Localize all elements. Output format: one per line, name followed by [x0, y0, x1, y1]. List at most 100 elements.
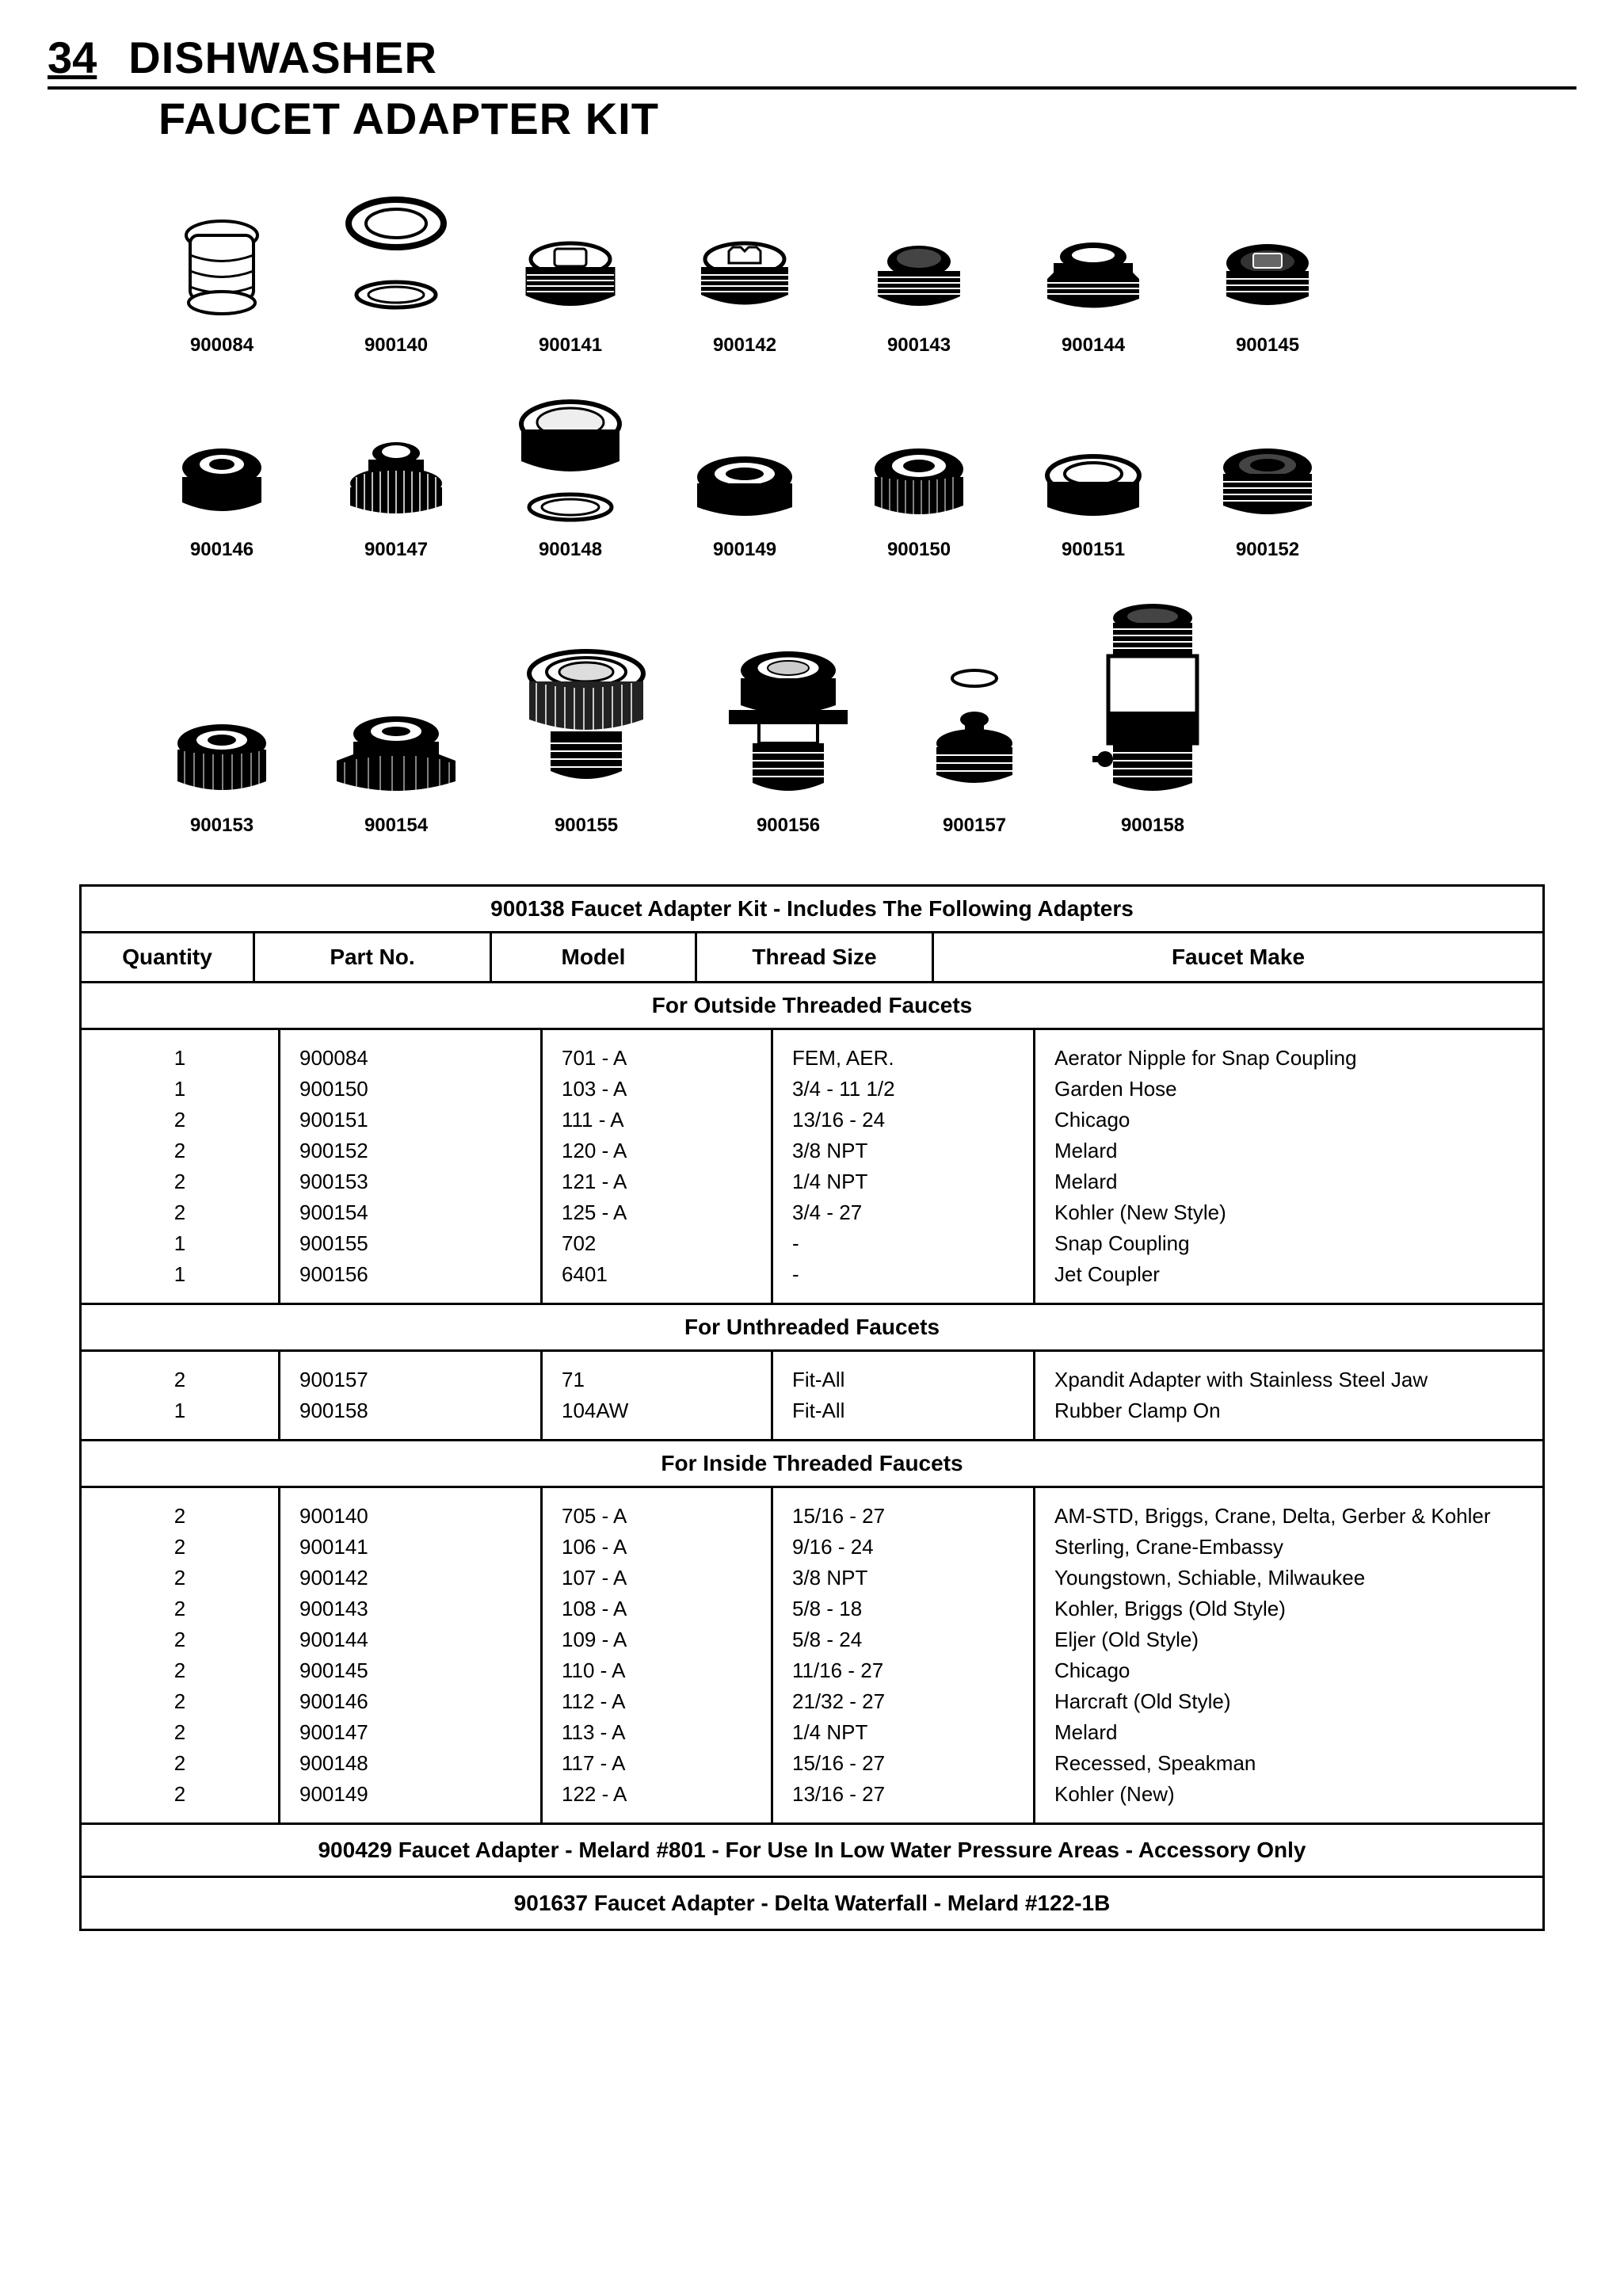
col-header-make: Faucet Make [934, 933, 1542, 981]
cell-make: Kohler (New Style) [1054, 1197, 1523, 1228]
parts-row: 900153 900154 [158, 601, 1497, 837]
part-900152: 900152 [1204, 444, 1331, 561]
part-900143: 900143 [856, 239, 982, 357]
part-label: 900147 [364, 539, 428, 561]
cell-qty: 2 [101, 1135, 259, 1166]
cell-make: Garden Hose [1054, 1074, 1523, 1105]
col-model: 705 - A106 - A107 - A108 - A109 - A110 -… [543, 1488, 773, 1822]
part-icon [174, 216, 269, 326]
cell-qty: 2 [101, 1364, 259, 1395]
cell-thread: 5/8 - 24 [792, 1624, 1014, 1655]
part-icon [685, 452, 804, 531]
part-label: 900156 [757, 815, 820, 837]
cell-make: Rubber Clamp On [1054, 1395, 1523, 1426]
col-header-model: Model [492, 933, 697, 981]
footer-note: 900429 Faucet Adapter - Melard #801 - Fo… [82, 1825, 1542, 1878]
cell-part: 900140 [299, 1501, 521, 1532]
part-label: 900155 [555, 815, 618, 837]
cell-make: Recessed, Speakman [1054, 1748, 1523, 1779]
cell-thread: Fit-All [792, 1364, 1014, 1395]
cell-model: 71 [562, 1364, 752, 1395]
part-900141: 900141 [507, 239, 634, 357]
col-header-thread: Thread Size [697, 933, 934, 981]
col-thread: 15/16 - 279/16 - 243/8 NPT5/8 - 185/8 - … [773, 1488, 1035, 1822]
cell-part: 900154 [299, 1197, 521, 1228]
cell-thread: FEM, AER. [792, 1043, 1014, 1074]
part-icon [337, 436, 456, 531]
cell-part: 900143 [299, 1593, 521, 1624]
col-partno: 9000849001509001519001529001539001549001… [280, 1030, 543, 1303]
cell-qty: 1 [101, 1259, 259, 1290]
cell-thread: 15/16 - 27 [792, 1748, 1014, 1779]
cell-qty: 2 [101, 1563, 259, 1593]
part-icon [1038, 239, 1149, 326]
col-partno: 9001409001419001429001439001449001459001… [280, 1488, 543, 1822]
part-900145: 900145 [1204, 239, 1331, 357]
part-900148: 900148 [507, 396, 634, 561]
cell-thread: - [792, 1259, 1014, 1290]
col-header-partno: Part No. [255, 933, 492, 981]
parts-row: 900084 900140 900141 [158, 192, 1497, 357]
part-900150: 900150 [856, 444, 982, 561]
cell-make: Eljer (Old Style) [1054, 1624, 1523, 1655]
cell-qty: 2 [101, 1779, 259, 1810]
cell-qty: 2 [101, 1501, 259, 1532]
cell-make: Melard [1054, 1135, 1523, 1166]
cell-thread: 5/8 - 18 [792, 1593, 1014, 1624]
page-number: 34 [48, 32, 97, 83]
cell-qty: 1 [101, 1074, 259, 1105]
cell-model: 122 - A [562, 1779, 752, 1810]
cell-qty: 2 [101, 1593, 259, 1624]
cell-thread: 3/8 NPT [792, 1563, 1014, 1593]
cell-thread: 3/4 - 11 1/2 [792, 1074, 1014, 1105]
cell-part: 900152 [299, 1135, 521, 1166]
table-header-row: Quantity Part No. Model Thread Size Fauc… [82, 933, 1542, 983]
part-icon [329, 712, 463, 807]
cell-part: 900150 [299, 1074, 521, 1105]
part-icon [1034, 452, 1153, 531]
col-quantity: 21 [82, 1352, 280, 1439]
part-icon [1212, 239, 1323, 326]
cell-part: 900149 [299, 1779, 521, 1810]
cell-part: 900147 [299, 1717, 521, 1748]
cell-thread: 13/16 - 27 [792, 1779, 1014, 1810]
cell-model: 113 - A [562, 1717, 752, 1748]
cell-qty: 2 [101, 1532, 259, 1563]
table-section-body: 2222222222900140900141900142900143900144… [82, 1488, 1542, 1825]
cell-thread: 1/4 NPT [792, 1717, 1014, 1748]
cell-thread: 21/32 - 27 [792, 1686, 1014, 1717]
cell-model: 120 - A [562, 1135, 752, 1166]
part-900151: 900151 [1030, 452, 1157, 561]
part-icon [919, 664, 1030, 807]
cell-make: Snap Coupling [1054, 1228, 1523, 1259]
cell-make: Chicago [1054, 1105, 1523, 1135]
part-icon [337, 192, 456, 326]
cell-model: 107 - A [562, 1563, 752, 1593]
table-section-body: 2190015790015871104AWFit-AllFit-AllXpand… [82, 1352, 1542, 1441]
part-label: 900144 [1062, 334, 1125, 357]
part-icon [1208, 444, 1327, 531]
cell-thread: 9/16 - 24 [792, 1532, 1014, 1563]
part-icon [721, 648, 856, 807]
cell-part: 900151 [299, 1105, 521, 1135]
col-quantity: 2222222222 [82, 1488, 280, 1822]
part-icon [511, 648, 661, 807]
page-title: DISHWASHER [128, 32, 437, 83]
cell-thread: 3/4 - 27 [792, 1197, 1014, 1228]
cell-part: 900084 [299, 1043, 521, 1074]
cell-thread: 11/16 - 27 [792, 1655, 1014, 1686]
section-header: For Unthreaded Faucets [82, 1305, 1542, 1352]
cell-model: 103 - A [562, 1074, 752, 1105]
cell-make: Kohler, Briggs (Old Style) [1054, 1593, 1523, 1624]
section-header: For Inside Threaded Faucets [82, 1441, 1542, 1488]
cell-qty: 2 [101, 1655, 259, 1686]
cell-model: 104AW [562, 1395, 752, 1426]
cell-thread: Fit-All [792, 1395, 1014, 1426]
cell-model: 702 [562, 1228, 752, 1259]
cell-thread: 15/16 - 27 [792, 1501, 1014, 1532]
part-label: 900157 [943, 815, 1006, 837]
parts-table: 900138 Faucet Adapter Kit - Includes The… [79, 884, 1545, 1931]
part-900142: 900142 [681, 239, 808, 357]
col-thread: Fit-AllFit-All [773, 1352, 1035, 1439]
part-icon [860, 444, 978, 531]
